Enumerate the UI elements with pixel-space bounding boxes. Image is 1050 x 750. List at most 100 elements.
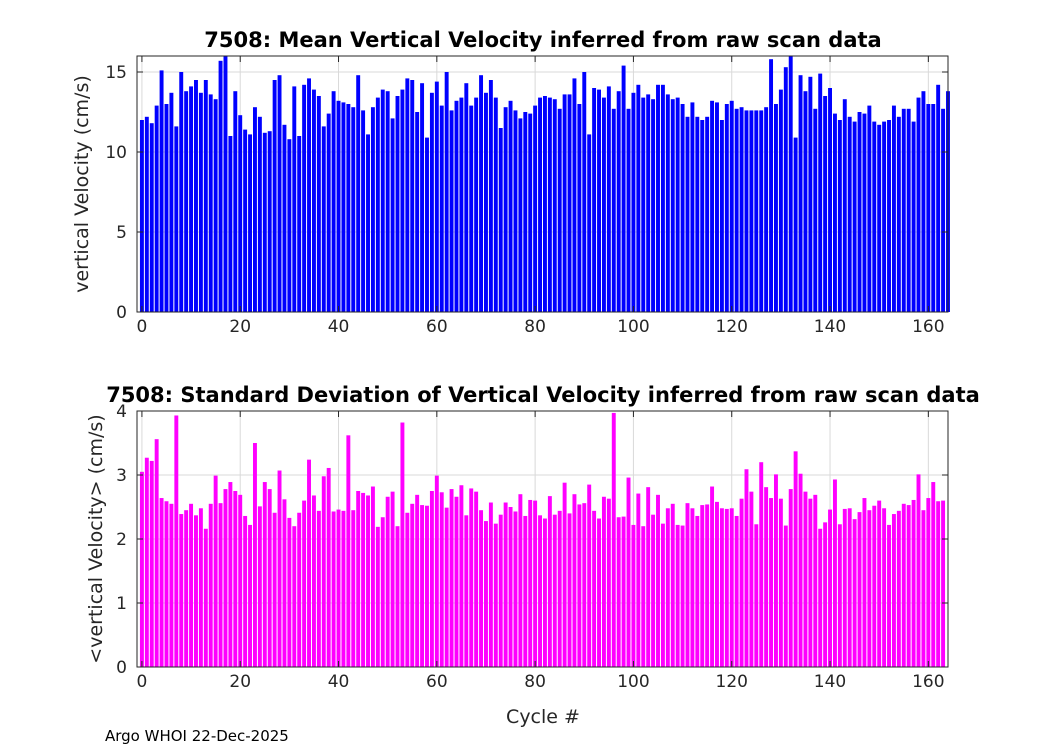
mean-bar [375, 97, 380, 312]
std-bar [287, 517, 292, 667]
std-bar [169, 503, 174, 667]
std-bar [321, 476, 326, 667]
mean-bar [184, 91, 189, 312]
std-bar [798, 473, 803, 667]
mean-bar [213, 99, 218, 312]
mean-bar [660, 84, 665, 312]
std-bar [302, 500, 307, 667]
std-bar [832, 479, 837, 667]
mean-bar [783, 67, 788, 312]
mean-ytick-label: 15 [105, 63, 127, 83]
mean-bar [287, 139, 292, 312]
std-xtick-label: 0 [137, 672, 148, 692]
mean-bar [572, 78, 577, 313]
std-bar [498, 514, 503, 667]
mean-xtick-label: 40 [328, 317, 350, 337]
mean-bar [366, 134, 370, 312]
std-bar [439, 492, 444, 667]
mean-bar [277, 75, 282, 312]
std-bar [508, 507, 513, 667]
mean-bar [405, 78, 410, 313]
std-bar [877, 500, 882, 667]
std-bar [823, 522, 828, 667]
std-bar [366, 495, 370, 667]
std-ytick-label: 4 [116, 402, 127, 422]
mean-bar [198, 92, 203, 312]
std-bar [523, 515, 528, 667]
std-bar [616, 517, 621, 667]
std-bar [931, 482, 936, 667]
mean-bar [601, 97, 606, 312]
std-bar [941, 500, 946, 667]
mean-bar [484, 92, 488, 312]
std-bar [916, 474, 921, 667]
std-bar [577, 504, 582, 667]
mean-bar [837, 120, 842, 312]
mean-bar [425, 137, 429, 312]
std-bar [606, 498, 611, 667]
mean-bar [926, 104, 931, 312]
std-bar [764, 487, 769, 667]
mean-bar [651, 99, 656, 312]
mean-bar [665, 94, 670, 313]
mean-ytick-label: 5 [116, 223, 127, 243]
std-xtick-label: 20 [229, 672, 251, 692]
std-bar [311, 495, 316, 667]
mean-bar [788, 56, 793, 312]
mean-bar [316, 96, 321, 312]
std-bar [719, 508, 724, 667]
std-velocity-title: 7508: Standard Deviation of Vertical Vel… [106, 383, 980, 407]
mean-bar [857, 112, 862, 312]
mean-bar [557, 108, 562, 312]
std-bar [277, 470, 282, 667]
mean-bar [646, 94, 651, 313]
mean-bar [420, 83, 425, 312]
std-bar [631, 524, 636, 667]
std-bar [901, 503, 906, 667]
mean-bar [429, 92, 434, 312]
mean-xtick-label: 0 [137, 317, 148, 337]
std-bar [164, 501, 169, 667]
std-bar [739, 498, 744, 667]
std-bar [557, 510, 562, 667]
mean-bar [641, 97, 646, 312]
mean-bar [690, 102, 695, 313]
std-bar [361, 492, 366, 667]
mean-bar [154, 105, 159, 312]
std-bar [189, 503, 194, 667]
mean-xtick-label: 80 [524, 317, 546, 337]
mean-bar [739, 107, 744, 312]
std-bar [842, 508, 847, 667]
mean-bar [798, 75, 803, 312]
std-bar [336, 509, 341, 667]
mean-bar [567, 94, 572, 313]
mean-bar [803, 91, 808, 312]
std-bar [194, 515, 198, 667]
mean-bar [734, 108, 739, 312]
std-bar [474, 491, 479, 667]
std-bar [444, 507, 449, 667]
std-bar [331, 511, 336, 667]
mean-xtick-label: 140 [814, 317, 846, 337]
std-bar [597, 518, 601, 667]
std-bar [611, 412, 616, 667]
std-xtick-label: 100 [617, 672, 649, 692]
std-bar [341, 510, 346, 667]
std-bar [621, 516, 626, 667]
std-bar [744, 469, 749, 667]
mean-bar [302, 84, 307, 312]
mean-bar [159, 70, 164, 313]
mean-bar [611, 108, 616, 312]
mean-bar [189, 86, 194, 313]
std-bar [385, 496, 390, 667]
std-bar [213, 475, 218, 667]
mean-bar [267, 131, 272, 312]
std-bar [493, 523, 498, 667]
std-bar [484, 521, 488, 667]
mean-bar [606, 86, 611, 313]
std-bar [238, 494, 243, 667]
mean-bar [710, 100, 715, 312]
std-bar [449, 489, 454, 667]
std-ytick-label: 1 [116, 594, 127, 614]
std-ytick-label: 0 [116, 658, 127, 678]
